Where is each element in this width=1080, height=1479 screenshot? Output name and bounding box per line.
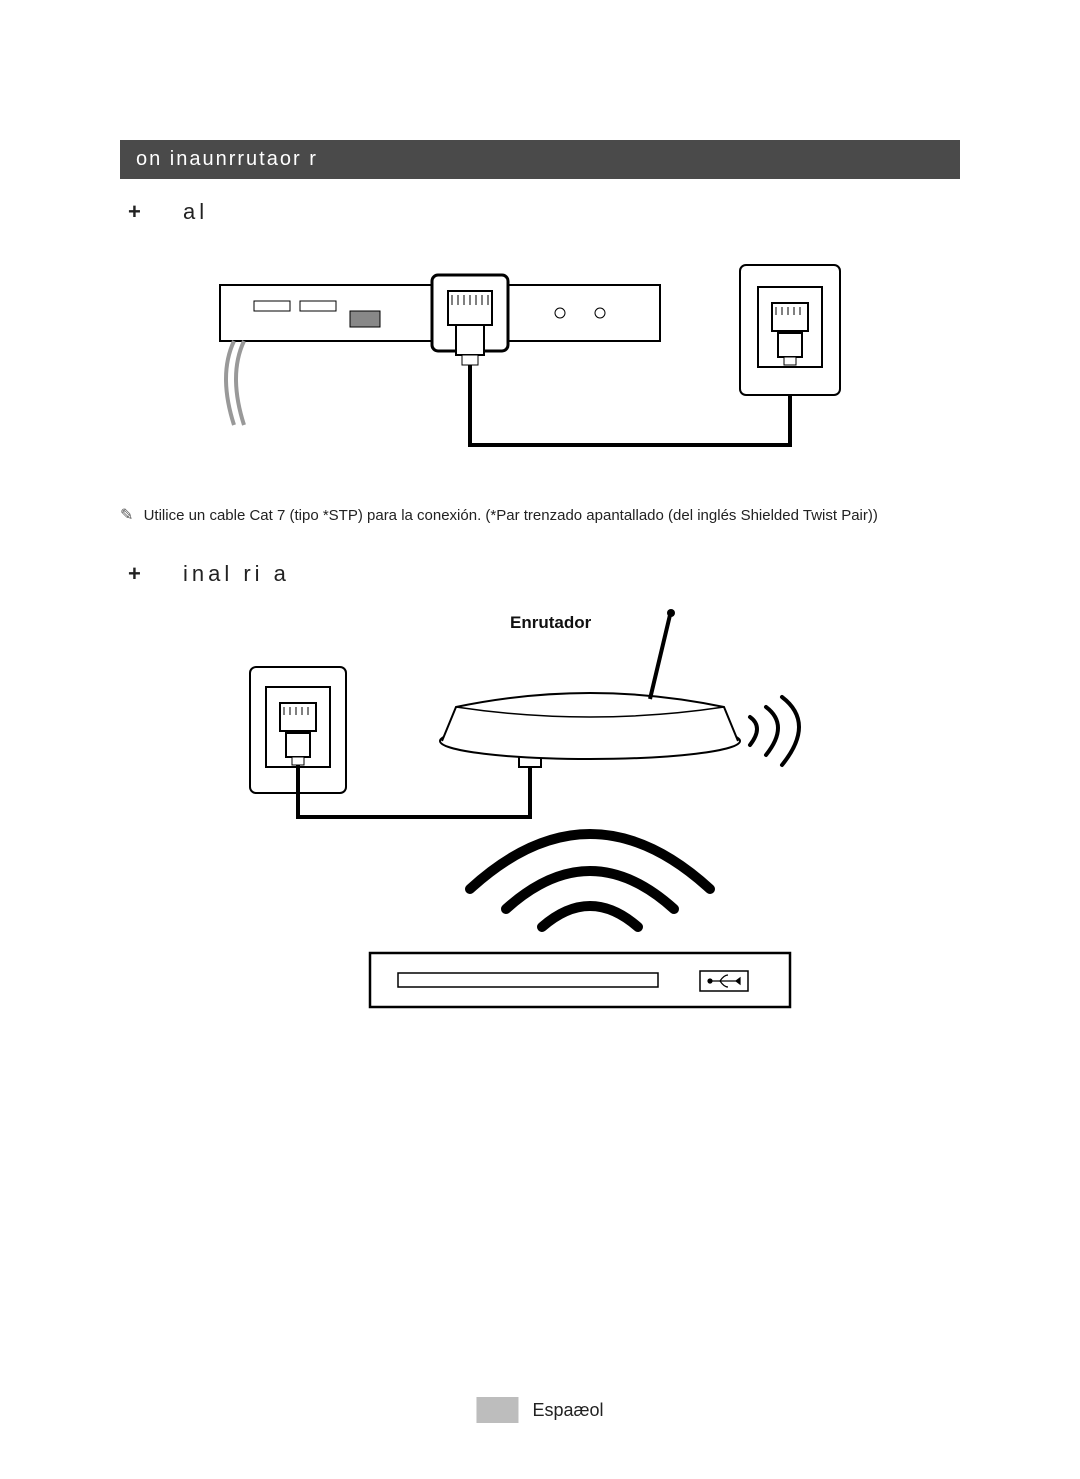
wired-subtitle: + al [128, 199, 960, 225]
wireless-diagram: Enrutador [120, 607, 960, 1027]
footer-lang: Espaæol [532, 1400, 603, 1421]
wireless-subtitle: + inal ri a [128, 561, 960, 587]
plus-icon: + [128, 561, 145, 586]
router-label: Enrutador [510, 613, 591, 633]
wireless-subtitle-text: inal ri a [183, 561, 290, 586]
cable-note: ✎ Utilice un cable Cat 7 (tipo *STP) par… [120, 505, 960, 525]
wired-subtitle-text: al [183, 199, 208, 224]
page-footer: Espaæol [476, 1397, 603, 1423]
plus-icon: + [128, 199, 145, 224]
note-icon: ✎ [120, 507, 133, 524]
note-text: Utilice un cable Cat 7 (tipo *STP) para … [144, 507, 878, 524]
section-header: on inaunrrutaor r [120, 140, 960, 179]
wired-diagram [120, 245, 960, 475]
page-number-box [476, 1397, 518, 1423]
